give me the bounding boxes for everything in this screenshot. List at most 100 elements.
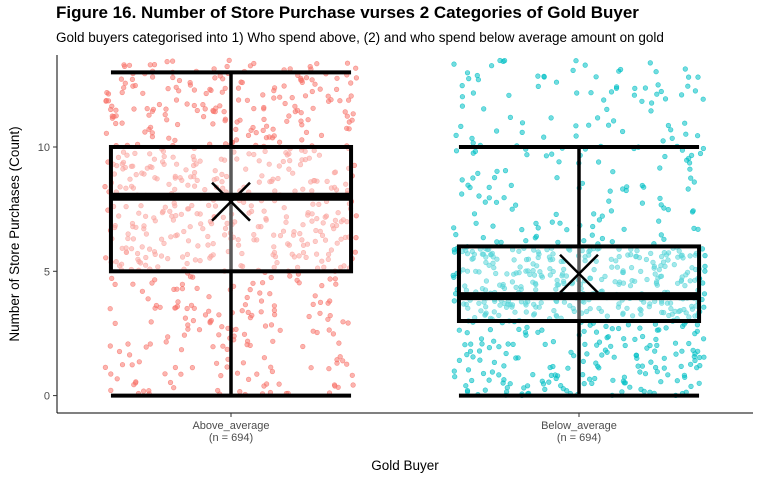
data-point [143,213,149,219]
data-point [701,304,707,310]
data-point [166,181,172,187]
data-point [261,355,268,361]
data-point [582,341,588,348]
data-point [172,186,178,192]
data-point [150,74,156,80]
data-point [478,308,484,314]
data-point [107,306,113,312]
data-point [341,263,347,269]
data-point [588,90,594,96]
data-point [661,236,667,242]
data-point [188,302,195,308]
x-tick-n-label: (n = 694) [209,432,253,444]
data-point [700,336,707,342]
data-point [146,388,152,394]
data-point [191,102,197,109]
data-point [276,381,282,387]
data-point [686,160,693,166]
data-point [176,77,183,84]
data-point [243,166,249,172]
data-point [643,256,650,263]
data-point [525,268,531,274]
data-point [303,75,310,81]
data-point [270,338,276,344]
data-point [299,137,305,143]
data-point [663,325,669,331]
data-point [673,351,679,357]
data-point [517,264,523,270]
data-point [580,358,586,365]
data-point [260,92,266,98]
data-point [306,313,312,320]
data-point [241,331,248,337]
data-point [151,156,157,162]
data-point [198,221,204,227]
data-point [332,276,338,282]
data-point [302,93,309,99]
data-point [304,241,311,247]
data-point [639,363,646,369]
data-point [313,227,319,234]
data-point [136,359,142,365]
data-point [694,322,701,328]
data-point [462,342,468,348]
data-point [533,287,539,293]
data-point [181,228,187,235]
data-point [303,254,309,260]
data-point [696,380,702,386]
data-point [638,268,644,275]
data-point [567,303,573,309]
data-point [550,268,556,275]
data-point [247,287,253,293]
data-point [103,130,109,136]
data-point [557,220,563,226]
data-point [599,213,605,219]
data-point [570,67,576,73]
data-point [163,106,169,112]
data-point [632,336,638,343]
data-point [507,114,514,120]
data-point [604,349,610,355]
data-point [620,280,627,286]
data-point [697,363,703,369]
data-point [479,341,485,347]
data-point [652,271,658,277]
data-point [639,98,645,104]
data-point [507,381,513,387]
data-point [494,128,500,134]
data-point [496,312,502,319]
data-point [161,240,167,246]
data-point [592,375,598,382]
data-point [175,299,181,305]
data-point [700,96,706,102]
data-point [171,385,177,391]
data-point [121,62,127,68]
data-point [466,75,472,82]
data-point [262,323,269,329]
data-point [283,214,290,220]
data-point [616,254,622,260]
data-point [621,226,627,232]
data-point [639,333,646,340]
data-point [150,106,156,112]
data-point [531,272,538,278]
data-point [124,152,130,158]
data-point [206,202,212,208]
data-point [277,139,283,145]
data-point [116,348,123,355]
data-point [521,385,527,391]
data-point [522,329,529,335]
data-point [496,344,502,350]
data-point [352,249,358,255]
data-point [571,353,577,359]
data-point [523,238,529,244]
data-point [221,108,227,115]
data-point [180,254,186,260]
data-point [145,296,151,302]
data-point [459,103,466,109]
data-point [281,205,287,211]
data-point [467,348,474,354]
data-point [202,187,208,193]
data-point [496,372,502,378]
data-point [561,266,567,272]
